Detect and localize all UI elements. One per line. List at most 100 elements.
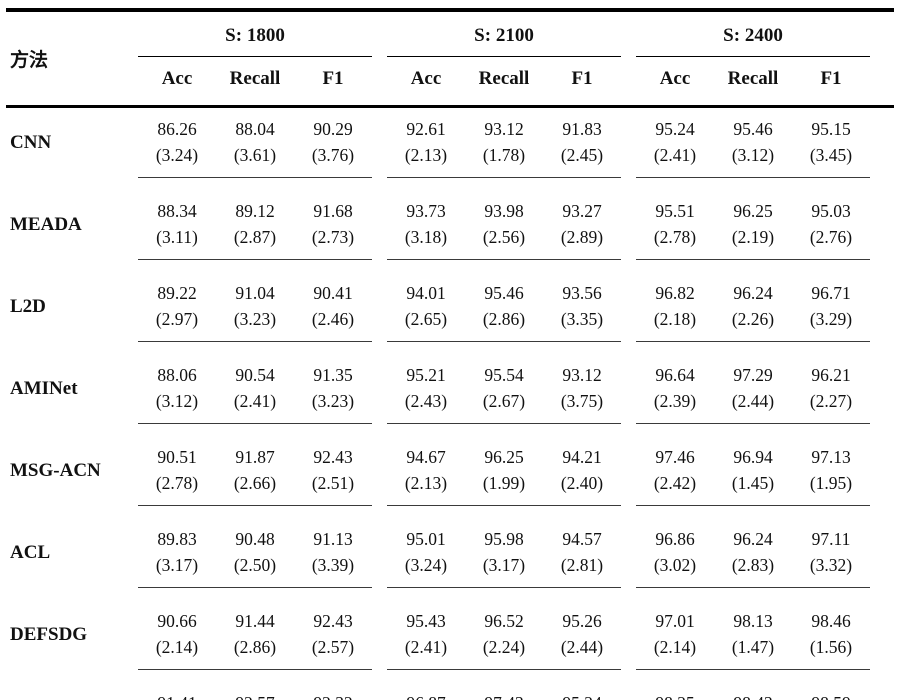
column-gap (372, 600, 387, 670)
metric-std: (2.51) (311, 473, 355, 493)
metric-std: (2.83) (731, 555, 775, 575)
metric-std: (2.42) (653, 473, 697, 493)
table-header: 方法 S: 1800 S: 2100 S: 2400 Acc Recall F1… (6, 10, 894, 108)
metric-value: 95.43 (406, 611, 446, 631)
metric-std: (2.43) (404, 391, 448, 411)
metric-std: (2.57) (311, 637, 355, 657)
metric-value: 91.44 (235, 611, 275, 631)
table-row-std: (3.17) (2.50) (3.39) (3.24) (3.17) (2.81) (3.0… (6, 552, 894, 588)
results-table: 方法 S: 1800 S: 2100 S: 2400 Acc Recall F1… (6, 8, 894, 700)
method-name: ACL (10, 541, 51, 563)
metric-value: 96.24 (733, 283, 773, 303)
table-row: MEADA 88.34 89.12 91.68 93.73 93.98 93.27 95.51… (6, 190, 894, 235)
metric-value: 91.04 (235, 283, 275, 303)
metric-value: 93.12 (562, 365, 602, 385)
metric-std: (2.13) (404, 145, 448, 165)
metric-header-f1: F1 (543, 56, 621, 108)
separator-rule (387, 259, 621, 272)
separator-rule (387, 505, 621, 518)
metric-header-row: Acc Recall F1 Acc Recall F1 Acc Recall F… (6, 56, 894, 108)
metric-std: (3.12) (155, 391, 199, 411)
column-gap (621, 10, 636, 108)
column-gap (621, 436, 636, 506)
table-row-std: (2.14) (2.86) (2.57) (2.41) (2.24) (2.44) (2.1… (6, 634, 894, 670)
separator-rule (138, 341, 372, 354)
metric-value: 96.21 (811, 365, 851, 385)
metric-value: 95.21 (406, 365, 446, 385)
metric-value: 91.83 (562, 119, 602, 139)
column-gap (372, 354, 387, 424)
metric-std: (3.18) (404, 227, 448, 247)
separator-rule (636, 177, 870, 190)
metric-value: 96.87 (387, 682, 465, 700)
column-gap (621, 272, 636, 342)
metric-std: (3.76) (311, 145, 355, 165)
metric-std: (2.76) (809, 227, 853, 247)
metric-value: 90.48 (235, 529, 275, 549)
metric-std: (2.27) (809, 391, 853, 411)
metric-header-f1: F1 (792, 56, 870, 108)
separator-rule (138, 587, 372, 600)
metric-value: 90.66 (157, 611, 197, 631)
row-separator (6, 669, 894, 682)
column-gap (621, 107, 636, 178)
metric-value: 91.41 (138, 682, 216, 700)
metric-std: (2.46) (311, 309, 355, 329)
separator-rule (138, 177, 372, 190)
metric-std: (2.19) (731, 227, 775, 247)
metric-value: 95.46 (484, 283, 524, 303)
metric-value: 90.29 (313, 119, 353, 139)
metric-value: 96.52 (484, 611, 524, 631)
metric-value: 95.98 (484, 529, 524, 549)
metric-header-recall: Recall (465, 56, 543, 108)
method-name: CNN (10, 131, 52, 153)
table-row-std: (3.12) (2.41) (3.23) (2.43) (2.67) (3.75) (2.3… (6, 388, 894, 424)
metric-header-acc: Acc (138, 56, 216, 108)
method-name: DEFSDG (10, 623, 88, 645)
row-separator (6, 587, 894, 600)
metric-std: (2.13) (404, 473, 448, 493)
metric-value: 89.22 (157, 283, 197, 303)
metric-value: 96.86 (655, 529, 695, 549)
separator-rule (387, 669, 621, 682)
metric-header-acc: Acc (387, 56, 465, 108)
metric-std: (2.14) (653, 637, 697, 657)
metric-value: 95.54 (484, 365, 524, 385)
metric-std: (2.18) (653, 309, 697, 329)
column-gap (372, 272, 387, 342)
metric-value: 95.26 (562, 611, 602, 631)
metric-std: (2.86) (482, 309, 526, 329)
trailing-space (870, 272, 894, 342)
metric-value: 93.56 (562, 283, 602, 303)
separator-rule (636, 505, 870, 518)
metric-std: (3.45) (809, 145, 853, 165)
table-row: AMINet 88.06 90.54 91.35 95.21 95.54 93.12 96.6… (6, 354, 894, 399)
metric-value: 98.13 (733, 611, 773, 631)
row-separator (6, 505, 894, 518)
row-separator (6, 259, 894, 272)
metric-value: 93.12 (484, 119, 524, 139)
method-column-header: 方法 (6, 10, 138, 108)
metric-std: (2.97) (155, 309, 199, 329)
metric-value: 97.01 (655, 611, 695, 631)
separator-rule (138, 505, 372, 518)
metric-std: (2.65) (404, 309, 448, 329)
metric-value: 98.43 (714, 682, 792, 700)
group-header-s1800: S: 1800 (138, 10, 372, 57)
metric-value: 92.57 (216, 682, 294, 700)
metric-value: 91.13 (313, 529, 353, 549)
method-name: AMINet (10, 377, 78, 399)
metric-value: 89.12 (235, 201, 275, 221)
metric-value: 95.15 (811, 119, 851, 139)
metric-std: (3.23) (311, 391, 355, 411)
metric-value: 93.98 (484, 201, 524, 221)
metric-std: (3.02) (653, 555, 697, 575)
table-row: L2D 89.22 91.04 90.41 94.01 95.46 93.56 96.82 96… (6, 272, 894, 317)
metric-value: 90.51 (157, 447, 197, 467)
trailing-space (870, 354, 894, 424)
column-gap (372, 436, 387, 506)
table-row-std: (2.97) (3.23) (2.46) (2.65) (2.86) (3.35) (2.1… (6, 306, 894, 342)
metric-std: (1.56) (809, 637, 853, 657)
metric-value: 92.43 (313, 611, 353, 631)
row-separator (6, 177, 894, 190)
